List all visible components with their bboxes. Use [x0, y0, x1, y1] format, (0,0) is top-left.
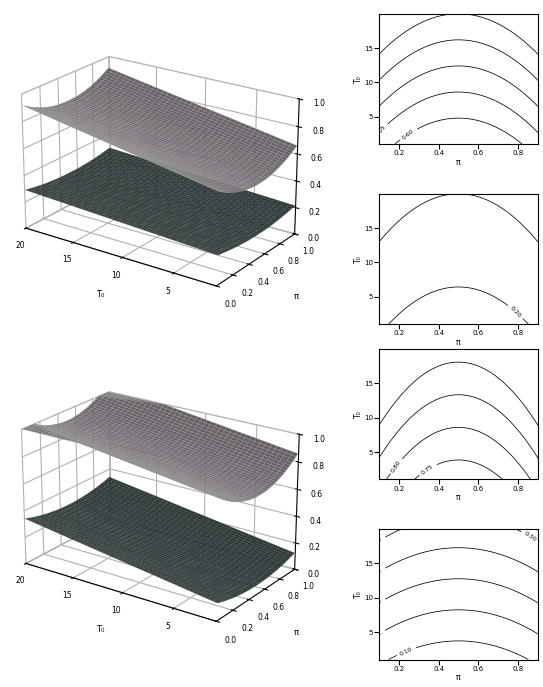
Text: 0.25: 0.25: [370, 567, 383, 580]
Text: 0.90: 0.90: [365, 432, 376, 447]
Text: 0.80: 0.80: [390, 459, 402, 473]
Text: 0.60: 0.60: [402, 128, 415, 140]
X-axis label: π: π: [456, 493, 461, 502]
Text: 0.30: 0.30: [370, 536, 383, 548]
Y-axis label: T₀: T₀: [353, 75, 363, 83]
Text: 0.70: 0.70: [365, 107, 378, 121]
Text: 0.20: 0.20: [509, 305, 522, 319]
X-axis label: π: π: [456, 673, 461, 682]
X-axis label: T₀: T₀: [96, 624, 104, 634]
X-axis label: T₀: T₀: [96, 289, 104, 299]
Y-axis label: T₀: T₀: [353, 590, 363, 598]
Text: 0.80: 0.80: [367, 54, 379, 67]
Text: 0.10: 0.10: [399, 646, 414, 657]
Text: 0.75: 0.75: [421, 463, 435, 475]
Y-axis label: T₀: T₀: [353, 410, 363, 418]
Text: 0.20: 0.20: [370, 598, 383, 611]
X-axis label: π: π: [456, 158, 461, 167]
Text: 0.15: 0.15: [370, 629, 383, 642]
X-axis label: π: π: [456, 338, 461, 347]
Text: 0.65: 0.65: [375, 124, 387, 137]
Text: 0.85: 0.85: [369, 459, 379, 473]
Text: 0.75: 0.75: [367, 80, 378, 94]
Text: 0.30: 0.30: [523, 530, 538, 542]
Y-axis label: π: π: [293, 628, 299, 637]
Y-axis label: T₀: T₀: [353, 255, 363, 263]
Text: 0.25: 0.25: [366, 245, 377, 258]
Y-axis label: π: π: [293, 293, 299, 302]
